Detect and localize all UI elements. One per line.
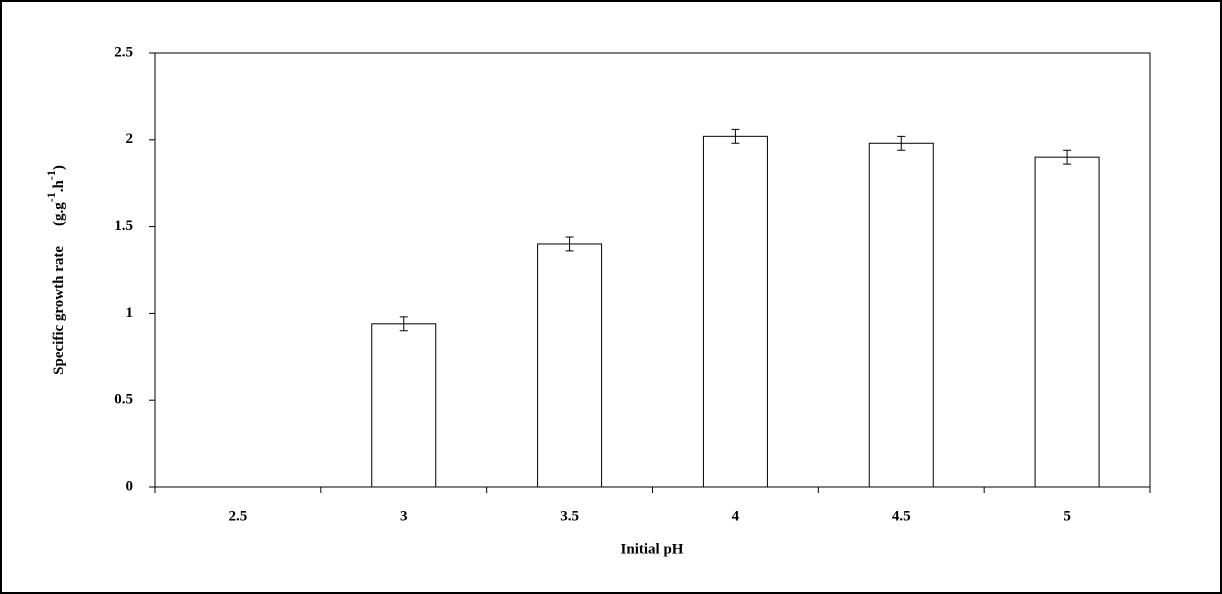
chart: Initial pH Specific growth rate(g.g-1.h-… [0, 0, 1222, 594]
y-tick-label: 1.5 [114, 218, 133, 234]
y-tick-label: 2.5 [114, 44, 133, 60]
bar [1035, 157, 1099, 487]
y-unit: ) [51, 165, 67, 170]
bar [372, 324, 436, 487]
bar [703, 136, 767, 487]
y-unit-sup: -1 [44, 192, 58, 202]
plot-frame [155, 53, 1150, 487]
x-axis-label: Initial pH [621, 541, 684, 557]
x-tick-label: 4.5 [892, 508, 911, 524]
y-unit-sup: -1 [44, 170, 58, 180]
x-tick-label: 5 [1063, 508, 1071, 524]
y-unit: .h [51, 179, 67, 192]
bar [869, 143, 933, 487]
y-tick-label: 2 [126, 131, 134, 147]
x-tick-label: 4 [732, 508, 740, 524]
x-tick-label: 2.5 [229, 508, 248, 524]
x-tick-label: 3 [400, 508, 408, 524]
y-tick-label: 0 [126, 478, 134, 494]
y-axis-label: Specific growth rate(g.g-1.h-1) [44, 165, 68, 375]
x-tick-label: 3.5 [560, 508, 579, 524]
y-tick-label: 1 [126, 305, 134, 321]
bar [538, 244, 602, 487]
y-label-text: Specific growth rate [51, 246, 67, 375]
y-tick-label: 0.5 [114, 392, 133, 408]
y-unit: (g.g [51, 202, 67, 226]
page: Initial pH Specific growth rate(g.g-1.h-… [0, 0, 1222, 594]
